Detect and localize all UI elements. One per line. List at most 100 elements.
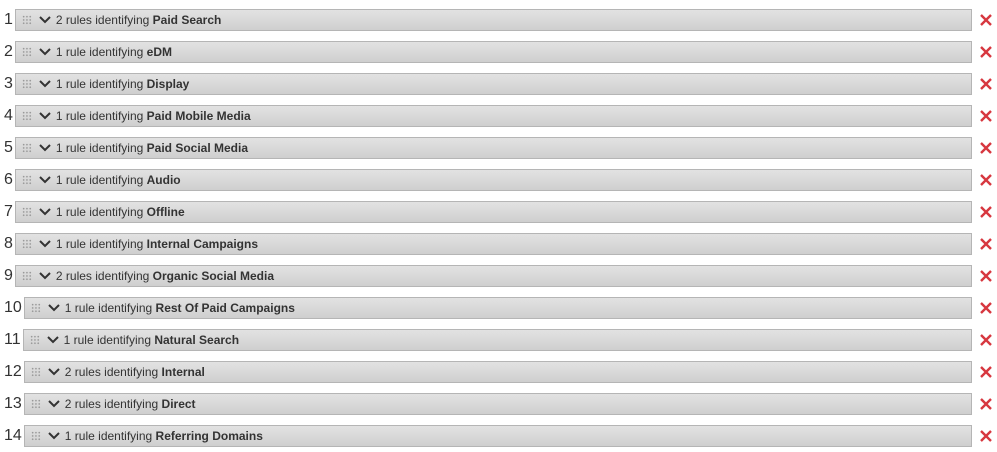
grip-icon[interactable] [30,367,41,377]
rule-header[interactable]: 1 rule identifying Display [14,73,972,95]
chevron-down-icon[interactable] [38,79,52,89]
chevron-down-icon[interactable] [47,431,61,441]
rule-index: 1 [4,11,13,28]
grip-icon[interactable] [21,239,32,249]
rule-header[interactable]: 1 rule identifying Internal Campaigns [14,233,972,255]
rule-header[interactable]: 2 rules identifying Paid Search [14,9,972,31]
chevron-down-icon[interactable] [47,399,61,409]
chevron-down-icon[interactable] [38,239,52,249]
rule-name: Display [146,77,190,91]
rule-header[interactable]: 1 rule identifying Referring Domains [23,425,972,447]
rule-label: 1 rule identifying Offline [56,205,185,219]
close-icon[interactable] [979,237,993,251]
rule-index: 7 [4,203,13,220]
close-icon[interactable] [979,13,993,27]
rule-row: 5 1 rule identifying Paid Social Media [0,137,997,159]
rule-count: 1 rule identifying [55,173,144,187]
rule-row: 10 1 rule identifying Rest Of Paid Campa… [0,297,997,319]
close-icon[interactable] [979,365,993,379]
rule-index: 13 [4,395,22,412]
rule-count: 1 rule identifying [55,109,144,123]
rule-count: 2 rules identifying [64,365,159,379]
chevron-down-icon[interactable] [47,303,61,313]
rule-header[interactable]: 2 rules identifying Organic Social Media [14,265,972,287]
rule-count: 2 rules identifying [55,269,150,283]
rule-index: 8 [4,235,13,252]
grip-icon[interactable] [30,399,41,409]
rule-index: 10 [4,299,22,316]
rule-name: Internal Campaigns [146,237,258,251]
close-icon[interactable] [979,173,993,187]
grip-icon[interactable] [21,207,32,217]
rule-index: 4 [4,107,13,124]
rule-name: Offline [146,205,185,219]
chevron-down-icon[interactable] [38,271,52,281]
grip-icon[interactable] [30,431,41,441]
rule-name: Paid Search [152,13,222,27]
chevron-down-icon[interactable] [38,15,52,25]
close-icon[interactable] [979,141,993,155]
rule-header[interactable]: 1 rule identifying Natural Search [22,329,972,351]
rule-index: 9 [4,267,13,284]
close-icon[interactable] [979,429,993,443]
rule-name: Organic Social Media [152,269,275,283]
rule-row: 14 1 rule identifying Referring Domains [0,425,997,447]
grip-icon[interactable] [21,15,32,25]
grip-icon[interactable] [21,79,32,89]
close-icon[interactable] [979,77,993,91]
rule-label: 1 rule identifying Internal Campaigns [56,237,258,251]
rule-header[interactable]: 2 rules identifying Direct [23,393,972,415]
rule-name: Natural Search [154,333,240,347]
close-icon[interactable] [979,109,993,123]
close-icon[interactable] [979,205,993,219]
rule-count: 1 rule identifying [55,205,144,219]
rule-name: Paid Social Media [146,141,249,155]
rule-row: 9 2 rules identifying Organic Social Med… [0,265,997,287]
chevron-down-icon[interactable] [38,47,52,57]
rule-header[interactable]: 1 rule identifying Audio [14,169,972,191]
rule-header[interactable]: 1 rule identifying Offline [14,201,972,223]
rule-row: 12 2 rules identifying Internal [0,361,997,383]
grip-icon[interactable] [21,47,32,57]
grip-icon[interactable] [21,175,32,185]
chevron-down-icon[interactable] [38,111,52,121]
rule-header[interactable]: 1 rule identifying Rest Of Paid Campaign… [23,297,972,319]
close-icon[interactable] [979,45,993,59]
rule-name: Paid Mobile Media [146,109,251,123]
rule-header[interactable]: 2 rules identifying Internal [23,361,972,383]
rule-row: 2 1 rule identifying eDM [0,41,997,63]
rule-index: 12 [4,363,22,380]
close-icon[interactable] [979,269,993,283]
rule-count: 1 rule identifying [55,77,144,91]
grip-icon[interactable] [21,143,32,153]
rule-header[interactable]: 1 rule identifying Paid Social Media [14,137,972,159]
rule-name: Referring Domains [155,429,263,443]
close-icon[interactable] [979,397,993,411]
grip-icon[interactable] [30,303,41,313]
rule-count: 1 rule identifying [55,141,144,155]
rule-row: 1 2 rules identifying Paid Search [0,9,997,31]
close-icon[interactable] [979,301,993,315]
rule-label: 1 rule identifying Natural Search [64,333,239,347]
rule-header[interactable]: 1 rule identifying eDM [14,41,972,63]
close-icon[interactable] [979,333,993,347]
chevron-down-icon[interactable] [47,367,61,377]
rule-header[interactable]: 1 rule identifying Paid Mobile Media [14,105,972,127]
rule-label: 1 rule identifying eDM [56,45,172,59]
chevron-down-icon[interactable] [38,207,52,217]
rule-name: Direct [161,397,196,411]
rule-name: Audio [146,173,181,187]
rule-label: 1 rule identifying Rest Of Paid Campaign… [65,301,295,315]
grip-icon[interactable] [29,335,40,345]
grip-icon[interactable] [21,111,32,121]
rule-row: 3 1 rule identifying Display [0,73,997,95]
rule-label: 1 rule identifying Display [56,77,189,91]
rule-name: Rest Of Paid Campaigns [155,301,295,315]
chevron-down-icon[interactable] [38,143,52,153]
grip-icon[interactable] [21,271,32,281]
chevron-down-icon[interactable] [46,335,60,345]
rule-name: eDM [146,45,172,59]
chevron-down-icon[interactable] [38,175,52,185]
rule-count: 1 rule identifying [55,45,144,59]
